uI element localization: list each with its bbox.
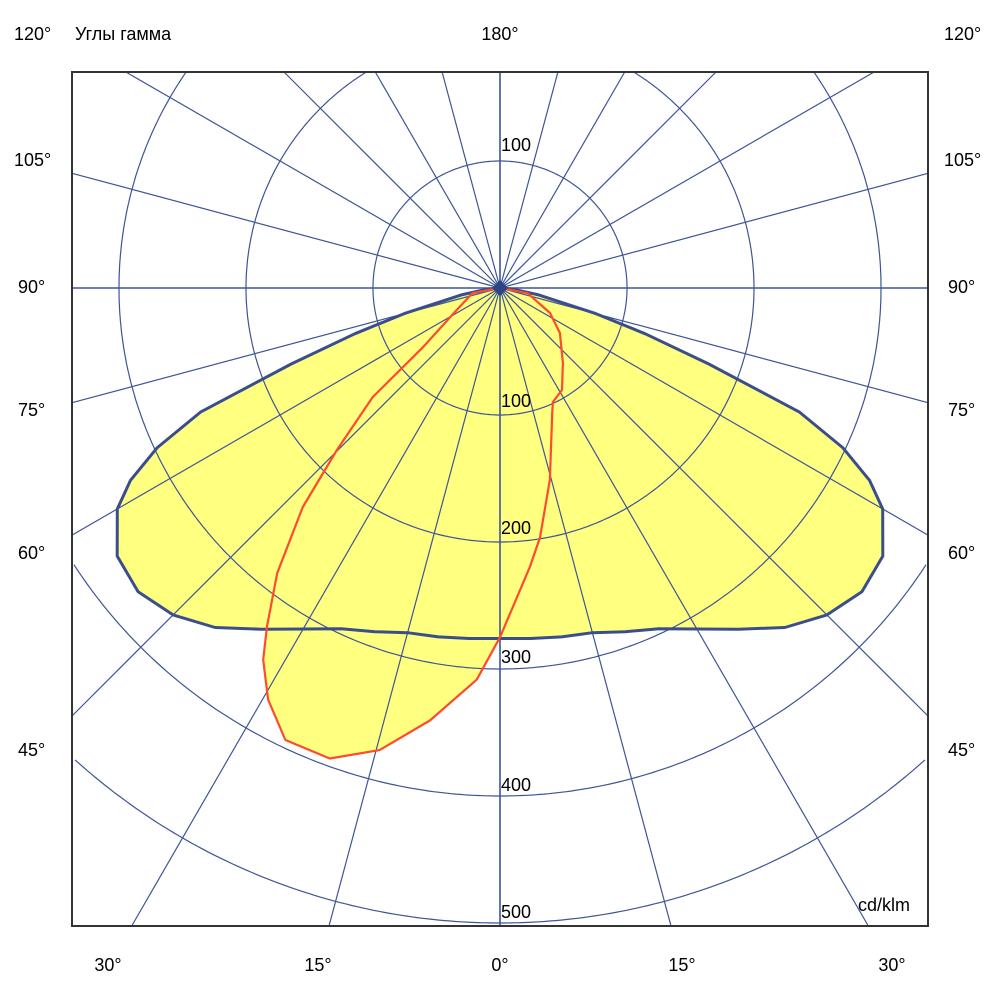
angle-label-90-right: 90° <box>948 277 976 297</box>
unit-label: cd/klm <box>858 895 911 915</box>
angle-axis-title: Углы гамма <box>75 24 172 44</box>
bottom-angle-label-30-right: 30° <box>878 955 906 975</box>
grid-radial-line <box>499 71 875 289</box>
radial-label-400: 400 <box>501 775 532 795</box>
angle-label-75-left: 75° <box>18 400 46 420</box>
angle-label-120-right: 120° <box>944 24 982 44</box>
grid-radial-line <box>374 71 501 289</box>
angle-label-120-left: 120° <box>14 24 52 44</box>
bottom-angle-label-0: 0° <box>491 955 509 975</box>
grid-circle-400 <box>73 564 927 797</box>
series-2-curve <box>262 286 564 760</box>
angle-label-75-right: 75° <box>948 400 976 420</box>
grid-radial-line <box>499 71 626 289</box>
curves <box>115 286 885 760</box>
grid-radial-line <box>499 71 559 289</box>
grid-radial-line <box>499 71 717 289</box>
grid-radial-line <box>499 287 869 927</box>
radial-label-200: 200 <box>501 518 532 538</box>
grid-circle-300 <box>118 71 882 670</box>
grid-radial-line <box>131 287 501 927</box>
bottom-angle-label-30-left: 30° <box>94 955 122 975</box>
radial-label-300: 300 <box>501 647 532 667</box>
bottom-angle-label-15-left: 15° <box>304 955 332 975</box>
grid-radial-line <box>499 287 672 927</box>
grid-radial-line <box>125 71 501 289</box>
grid-radial-line <box>328 287 501 927</box>
grid-circle-200 <box>245 72 755 543</box>
grid-radial-line <box>71 287 501 536</box>
angle-label-105-left: 105° <box>14 150 52 170</box>
angle-label-60-left: 60° <box>18 543 46 563</box>
angle-label-105-right: 105° <box>944 150 982 170</box>
radial-label-top-100: 100 <box>501 135 532 155</box>
grid-radial-line <box>441 71 501 289</box>
plot-frame <box>71 71 929 927</box>
radial-label-500: 500 <box>501 902 532 922</box>
radial-label-100: 100 <box>501 391 532 411</box>
bottom-angle-label-15-right: 15° <box>668 955 696 975</box>
polar-grid <box>71 71 929 927</box>
center-hub <box>492 280 508 296</box>
angle-label-90-left: 90° <box>18 277 46 297</box>
grid-radial-line <box>71 287 501 717</box>
angle-label-180: 180° <box>481 24 519 44</box>
grid-radial-line <box>71 172 501 289</box>
angle-label-45-left: 45° <box>18 740 46 760</box>
grid-circle-500 <box>74 759 926 924</box>
series-2-fill <box>263 288 563 759</box>
grid-radial-line <box>499 287 929 717</box>
grid-radial-line <box>499 172 929 289</box>
grid-radial-line <box>499 287 929 536</box>
grid-radial-line <box>283 71 501 289</box>
angle-label-60-right: 60° <box>948 543 976 563</box>
angle-label-45-right: 45° <box>948 740 976 760</box>
